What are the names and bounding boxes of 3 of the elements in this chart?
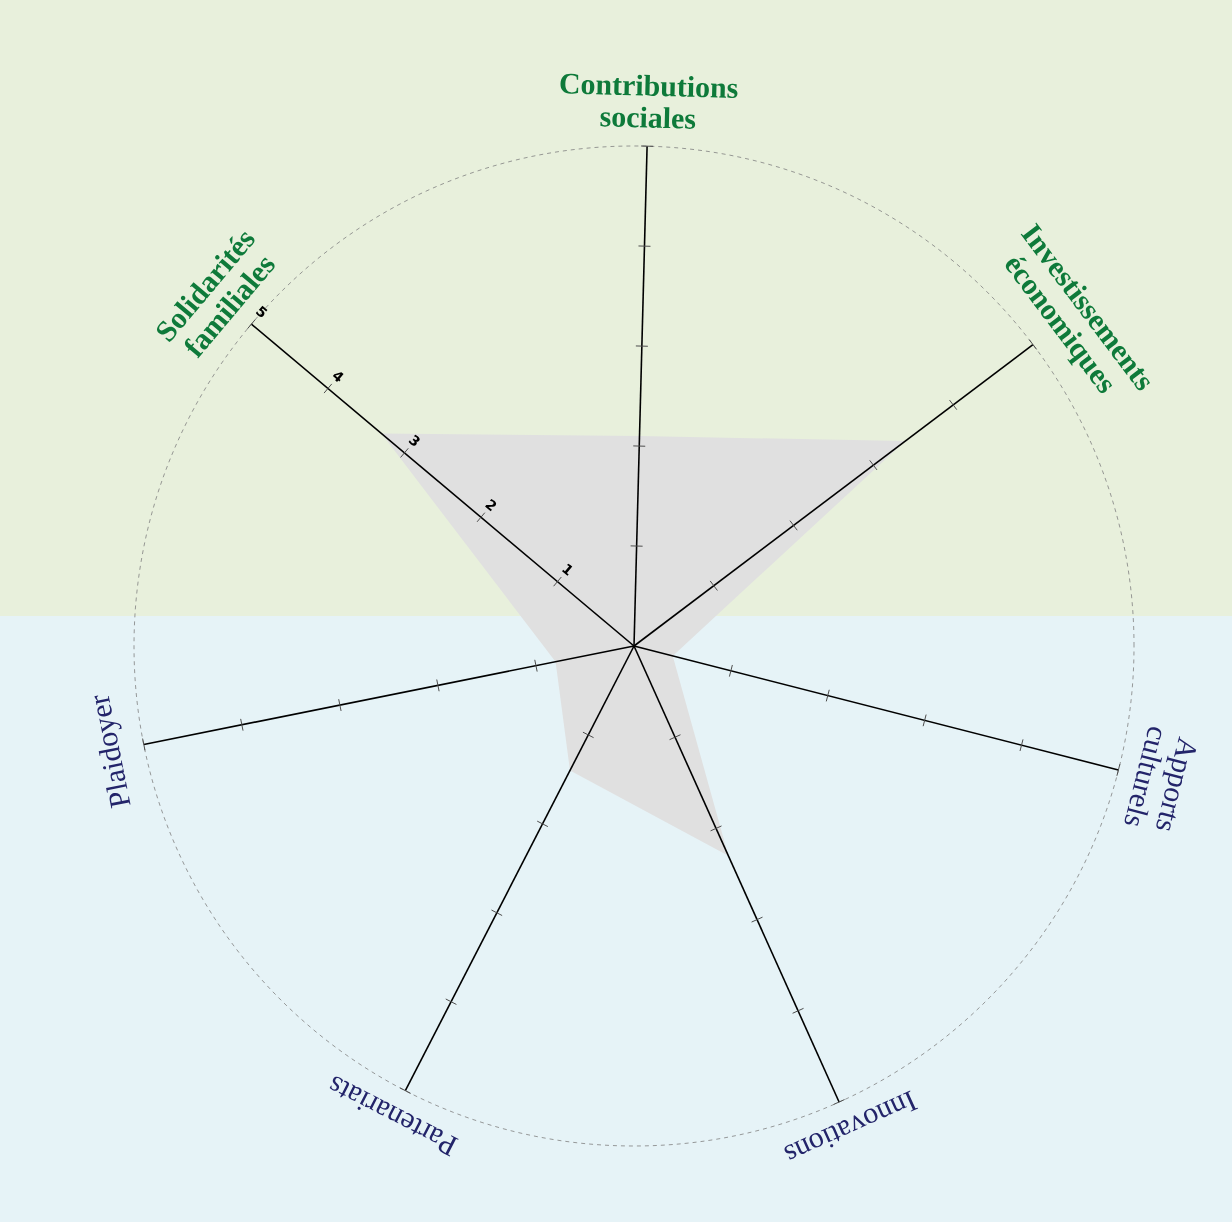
spoke-label: Contributions sociales xyxy=(560,73,738,129)
spoke-label: Apports culturels xyxy=(1124,727,1197,831)
spoke-label: Plaidoyer xyxy=(94,695,131,809)
